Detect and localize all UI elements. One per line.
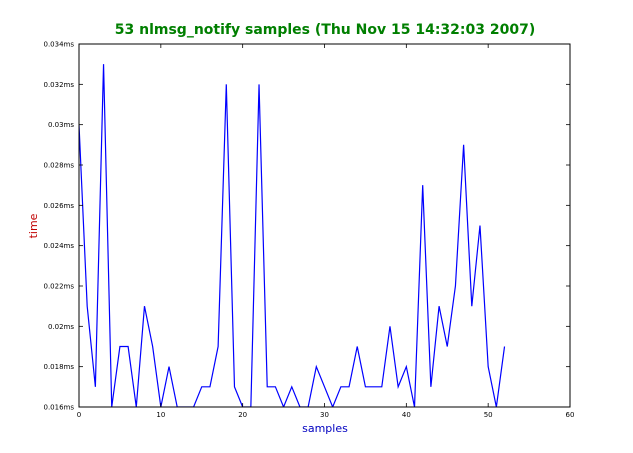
y-tick-label-5: 0.026ms [43,202,74,210]
y-tick-label-4: 0.024ms [43,242,74,250]
y-tick-label-9: 0.034ms [43,41,74,49]
plot-area: 0 10 20 30 40 50 60 0.016ms 0.018ms 0.02ms 0.022ms… [43,41,574,420]
y-tick-label-3: 0.022ms [43,283,74,291]
x-tick-label-1: 10 [156,411,165,419]
y-tick-label-0: 0.016ms [43,404,74,412]
series-line-0 [79,64,506,407]
x-tick-label-4: 40 [402,411,411,419]
y-tick-label-8: 0.032ms [43,81,74,89]
x-axis-label: samples [302,422,348,435]
x-tick-label-2: 20 [238,411,247,419]
y-axis-label: time [27,213,40,238]
y-tick-label-1: 0.018ms [43,363,74,371]
y-tick-label-6: 0.028ms [43,162,74,170]
y-tick-label-7: 0.03ms [48,121,74,129]
chart-title: 53 nlmsg_notify samples (Thu Nov 15 14:3… [115,22,535,38]
x-tick-label-0: 0 [77,411,81,419]
x-tick-label-5: 50 [484,411,493,419]
axes-frame [78,43,571,408]
y-tick-label-2: 0.02ms [48,323,74,331]
x-tick-label-6: 60 [566,411,575,419]
x-tick-label-3: 30 [320,411,329,419]
